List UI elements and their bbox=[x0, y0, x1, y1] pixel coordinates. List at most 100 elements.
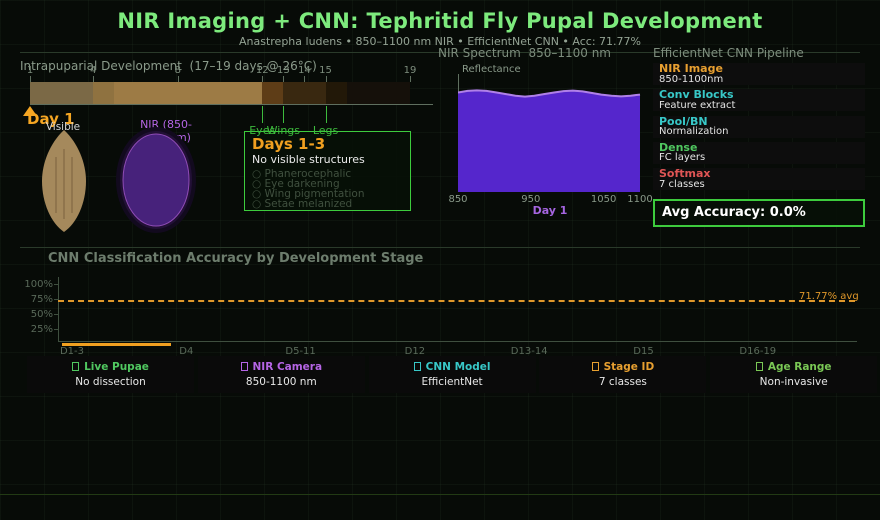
accuracy-y-axis bbox=[58, 277, 59, 341]
visible-pupa-image bbox=[42, 130, 86, 232]
spectrum-area-chart bbox=[458, 89, 641, 192]
info-card-label: Age Range bbox=[767, 361, 832, 373]
timeline-event-line bbox=[283, 106, 285, 123]
accuracy-y-tick bbox=[54, 314, 58, 315]
pipeline-stage-desc: 7 classes bbox=[659, 178, 705, 190]
footer-divider bbox=[0, 494, 880, 495]
timeline-day-tick-label: 8 bbox=[174, 65, 181, 76]
pipeline-stage-name: Dense bbox=[659, 140, 698, 154]
timeline-event-line bbox=[325, 106, 327, 123]
pipeline-stage-nir-image: NIR Image 850-1100nm bbox=[653, 63, 865, 85]
timeline-event-label: Legs bbox=[312, 124, 339, 137]
accuracy-x-tick-label: D15 bbox=[633, 346, 654, 357]
pipeline-stage-desc: Normalization bbox=[659, 126, 729, 138]
average-accuracy-label: 71.77% avg bbox=[799, 291, 859, 302]
accuracy-y-tick-label: 50% bbox=[30, 309, 53, 320]
accuracy-trace-line bbox=[62, 343, 171, 346]
timeline-event-line bbox=[262, 106, 264, 123]
accuracy-y-tick-label: 75% bbox=[30, 294, 53, 305]
timeline-segment-d16-19 bbox=[346, 82, 410, 104]
accuracy-x-tick-label: D1-3 bbox=[59, 346, 85, 357]
info-card-value: EfficientNet bbox=[421, 376, 483, 388]
annotation-item: ○ Eye darkening bbox=[252, 178, 340, 190]
spectrum-x-tick-label: 850 bbox=[448, 194, 468, 205]
pipeline-stage-name: Softmax bbox=[659, 167, 711, 181]
annotation-title: Days 1-3 bbox=[252, 135, 326, 153]
timeline-segment-d5-11 bbox=[114, 82, 263, 104]
accuracy-x-tick-label: D13-14 bbox=[510, 346, 548, 357]
pipeline-stage-name: Pool/BN bbox=[659, 114, 708, 128]
current-day-label: Day 1 bbox=[27, 110, 75, 128]
spectrum-panel-title: NIR Spectrum 850–1100 nm bbox=[438, 46, 611, 60]
info-card-nir-camera: NIR Camera 850-1100 nm bbox=[197, 356, 365, 393]
info-card-value: No dissection bbox=[75, 376, 146, 388]
average-accuracy-line bbox=[58, 299, 855, 302]
pipeline-stage-softmax: Softmax 7 classes bbox=[653, 167, 865, 191]
timeline-day-tick-label: 19 bbox=[403, 65, 417, 76]
accuracy-x-axis bbox=[58, 341, 857, 342]
timeline-segment-d15 bbox=[325, 82, 347, 104]
timeline-day-tick bbox=[325, 76, 327, 82]
annotation-item: ○ Phanerocephalic bbox=[252, 168, 352, 180]
pipeline-stage-desc: Feature extract bbox=[659, 99, 736, 111]
info-card-label: Live Pupae bbox=[84, 361, 149, 373]
accuracy-x-tick-label: D5-11 bbox=[285, 346, 316, 357]
timeline-event-label: Wings bbox=[266, 124, 301, 137]
brain-icon bbox=[413, 362, 421, 371]
pipeline-stage-pool-bn: Pool/BN Normalization bbox=[653, 114, 865, 138]
annotation-item-list: ○ Phanerocephalic ○ Eye darkening ○ Wing p… bbox=[252, 168, 403, 210]
timeline-day-tick-label: 4 bbox=[90, 65, 97, 76]
timeline-day-tick-label: 1 bbox=[26, 65, 34, 76]
page-subtitle: Anastrepha ludens • 850–1100 nm NIR • Ef… bbox=[239, 35, 641, 48]
fly-icon bbox=[72, 362, 80, 371]
pipeline-stage-desc: 850-1100nm bbox=[659, 73, 724, 85]
current-day-marker-icon bbox=[23, 106, 37, 116]
pipeline-panel-title: EfficientNet CNN Pipeline bbox=[653, 46, 804, 60]
info-card-label: Stage ID bbox=[603, 361, 655, 373]
info-card-cnn-model: CNN Model EfficientNet bbox=[368, 356, 536, 393]
spectrum-area-fill bbox=[458, 90, 640, 192]
visible-pupa-caption: Visible bbox=[45, 121, 81, 133]
pipeline-stage-name: NIR Image bbox=[659, 62, 723, 75]
annotation-subtitle: No visible structures bbox=[252, 153, 365, 166]
info-card-live-pupae: Live Pupae No dissection bbox=[27, 356, 194, 393]
spectrum-top-line bbox=[458, 89, 641, 98]
accuracy-x-tick-label: D16-19 bbox=[739, 346, 777, 357]
info-card-value: 7 classes bbox=[598, 376, 647, 388]
timeline-segment-d4 bbox=[93, 82, 115, 104]
info-card-title: NIR Camera bbox=[198, 361, 365, 373]
accuracy-x-tick-label: D12 bbox=[404, 346, 426, 357]
timeline-day-tick-label: 15 bbox=[319, 65, 332, 76]
spectrum-x-tick-label: 1050 bbox=[590, 194, 617, 205]
annotation-item: ○ Wing pigmentation bbox=[252, 188, 365, 200]
info-card-title: Stage ID bbox=[539, 361, 706, 373]
spectrum-caption: Day 1 bbox=[532, 204, 568, 217]
spectrum-x-tick-label: 1100 bbox=[627, 194, 653, 205]
accuracy-x-tick-label: D4 bbox=[179, 346, 194, 357]
calendar-icon bbox=[755, 362, 763, 371]
info-card-label: CNN Model bbox=[425, 361, 491, 373]
info-card-age-range: Age Range Non-invasive bbox=[710, 356, 878, 393]
timeline-day-tick-label: 12 bbox=[255, 65, 269, 76]
info-card-value: 850-1100 nm bbox=[245, 376, 317, 388]
timeline-day-tick bbox=[283, 76, 285, 82]
timeline-day-tick bbox=[93, 76, 95, 82]
avg-accuracy-box: Avg Accuracy: 0.0% bbox=[653, 199, 865, 227]
pipeline-stage-conv-blocks: Conv Blocks Feature extract bbox=[653, 88, 865, 112]
header-divider bbox=[20, 52, 860, 53]
spectrum-ylabel: Reflectance bbox=[462, 64, 521, 75]
accuracy-y-tick-label: 100% bbox=[24, 279, 53, 290]
section-divider bbox=[20, 247, 860, 248]
info-card-label: NIR Camera bbox=[252, 361, 323, 373]
timeline-day-tick-label: 14 bbox=[298, 65, 311, 76]
accuracy-y-tick-label: 25% bbox=[30, 324, 53, 335]
timeline-baseline bbox=[30, 104, 433, 105]
annotation-item: ○ Setae melanized bbox=[252, 198, 353, 210]
spectrum-x-tick-label: 950 bbox=[521, 194, 541, 205]
timeline-event-label: Eyes bbox=[249, 124, 276, 137]
timeline-day-tick-label: 13 bbox=[276, 65, 290, 76]
timeline-day-tick bbox=[30, 76, 31, 82]
pipeline-stage-name: Conv Blocks bbox=[659, 88, 734, 102]
timeline-day-tick bbox=[262, 76, 264, 82]
